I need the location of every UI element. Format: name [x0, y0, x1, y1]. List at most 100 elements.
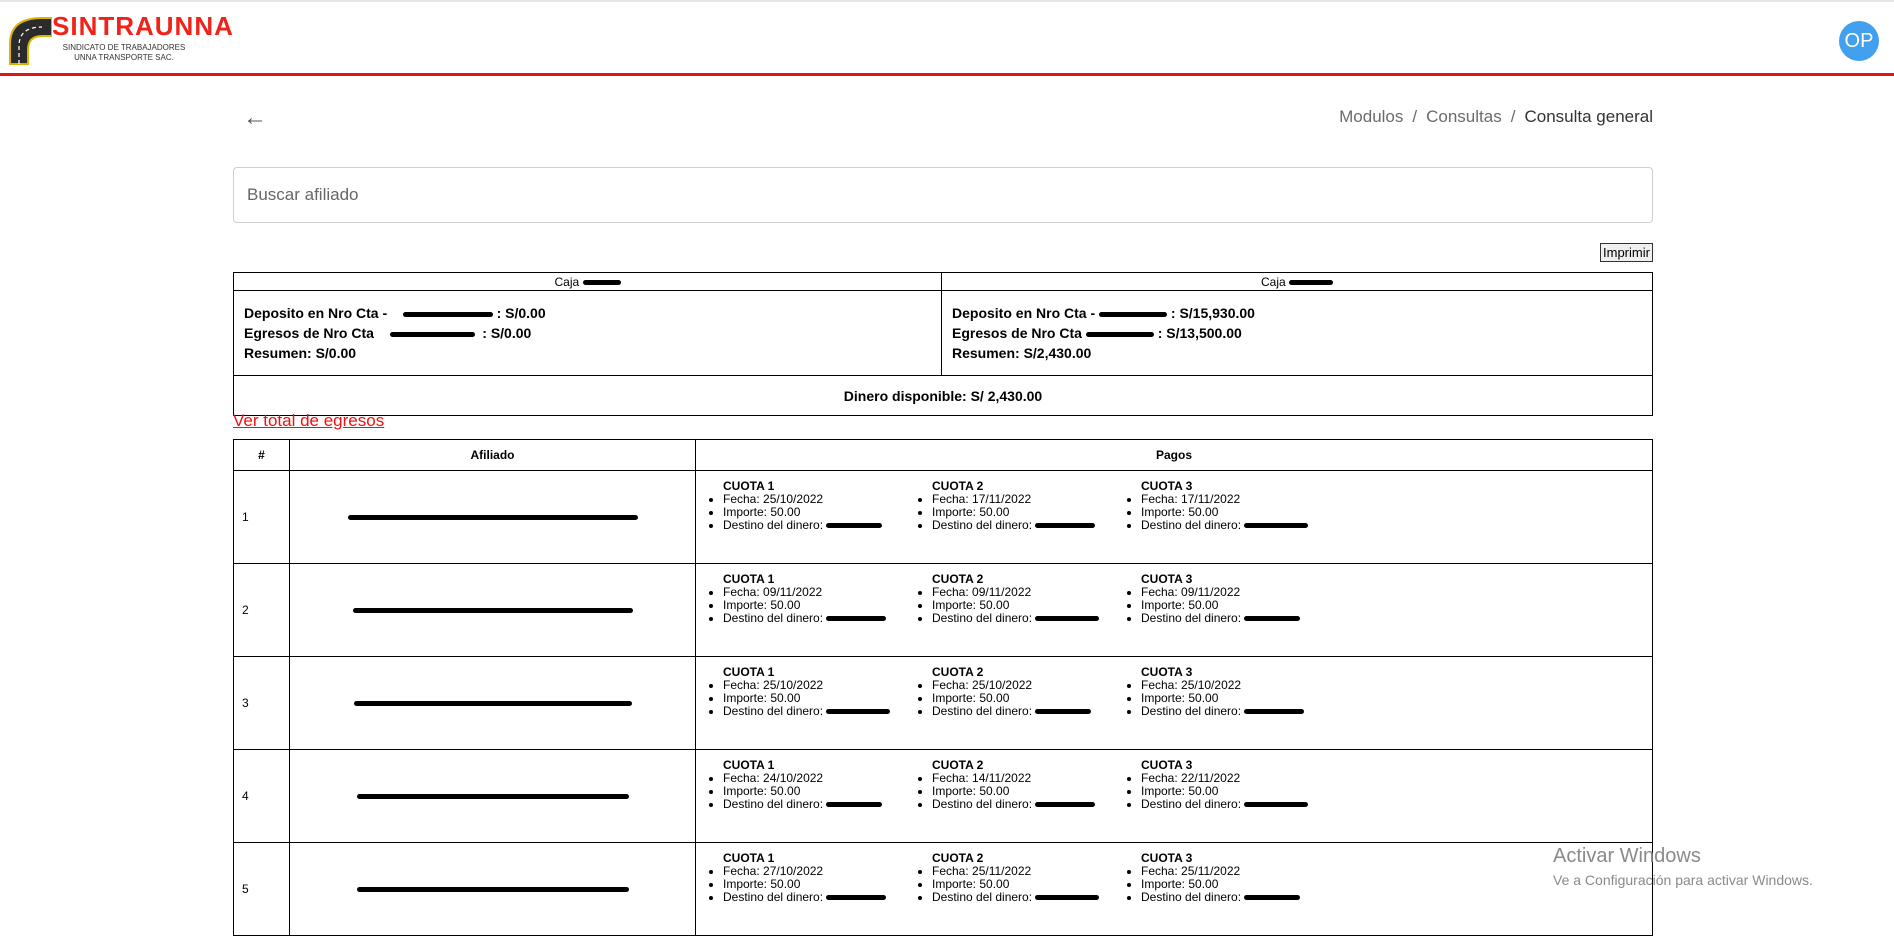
- cuota-title: CUOTA 1: [723, 851, 775, 865]
- cuota-block: CUOTA 2 Fecha: 25/11/2022 Importe: 50.00…: [917, 851, 1126, 904]
- cuota-block: CUOTA 2 Fecha: 14/11/2022 Importe: 50.00…: [917, 758, 1126, 811]
- caja-summary-table: Caja Caja Deposito en Nro Cta - : S/0.00…: [233, 272, 1653, 416]
- cuota-importe: Importe: 50.00: [723, 692, 917, 705]
- row-number: 5: [233, 842, 290, 936]
- table-row: 3 CUOTA 1 Fecha: 25/10/2022 Importe: 50.0…: [233, 656, 1653, 750]
- cuota-importe: Importe: 50.00: [723, 506, 917, 519]
- cuota-block: CUOTA 2 Fecha: 09/11/2022 Importe: 50.00…: [917, 572, 1126, 625]
- caja-detail: Deposito en Nro Cta - : S/15,930.00 Egre…: [941, 290, 1653, 376]
- breadcrumb-separator: /: [1412, 107, 1418, 126]
- table-row: 1 CUOTA 1 Fecha: 25/10/2022 Importe: 50.0…: [233, 470, 1653, 564]
- cuota-importe: Importe: 50.00: [1141, 599, 1335, 612]
- breadcrumb-modulos[interactable]: Modulos: [1339, 107, 1404, 126]
- road-logo-icon: [9, 17, 52, 65]
- ver-total-egresos-link[interactable]: Ver total de egresos: [233, 411, 385, 430]
- afiliado-cell: [289, 749, 696, 843]
- cuota-destino: Destino del dinero:: [1141, 891, 1335, 904]
- cuota-fecha: Fecha: 25/11/2022: [1141, 865, 1335, 878]
- afiliado-cell: [289, 470, 696, 564]
- cuota-destino: Destino del dinero:: [932, 519, 1126, 532]
- cuota-title: CUOTA 2: [932, 479, 984, 493]
- cuota-destino: Destino del dinero:: [932, 705, 1126, 718]
- cuota-fecha: Fecha: 27/10/2022: [723, 865, 917, 878]
- cuota-block: CUOTA 1 Fecha: 27/10/2022 Importe: 50.00…: [708, 851, 917, 904]
- cuota-block: CUOTA 3 Fecha: 25/10/2022 Importe: 50.00…: [1126, 665, 1335, 718]
- afiliado-cell: [289, 563, 696, 657]
- col-header-pagos: Pagos: [695, 439, 1653, 471]
- col-header-num: #: [233, 439, 290, 471]
- cuota-fecha: Fecha: 25/11/2022: [932, 865, 1126, 878]
- cuota-title: CUOTA 1: [723, 479, 775, 493]
- cuota-fecha: Fecha: 25/10/2022: [932, 679, 1126, 692]
- pagos-cell: CUOTA 1 Fecha: 24/10/2022 Importe: 50.00…: [695, 749, 1653, 843]
- logo-subtitle: SINDICATO DE TRABAJADORES UNNA TRANSPORTE…: [62, 43, 186, 62]
- caja-detail: Deposito en Nro Cta - : S/0.00 Egresos d…: [233, 290, 942, 376]
- pagos-cell: CUOTA 1 Fecha: 09/11/2022 Importe: 50.00…: [695, 563, 1653, 657]
- table-row: 2 CUOTA 1 Fecha: 09/11/2022 Importe: 50.0…: [233, 563, 1653, 657]
- cuota-block: CUOTA 3 Fecha: 22/11/2022 Importe: 50.00…: [1126, 758, 1335, 811]
- cuota-importe: Importe: 50.00: [723, 599, 917, 612]
- cuota-title: CUOTA 2: [932, 572, 984, 586]
- row-number: 1: [233, 470, 290, 564]
- breadcrumb: Modulos / Consultas / Consulta general: [1339, 107, 1653, 127]
- search-afiliado-input[interactable]: [233, 167, 1653, 223]
- cuota-title: CUOTA 1: [723, 665, 775, 679]
- cuota-importe: Importe: 50.00: [723, 785, 917, 798]
- cuota-block: CUOTA 2 Fecha: 17/11/2022 Importe: 50.00…: [917, 479, 1126, 532]
- cuota-title: CUOTA 2: [932, 665, 984, 679]
- afiliado-cell: [289, 842, 696, 936]
- cuota-title: CUOTA 3: [1141, 665, 1193, 679]
- app-header: SINTRAUNNA SINDICATO DE TRABAJADORES UNNA…: [0, 2, 1894, 76]
- pagos-cell: CUOTA 1 Fecha: 25/10/2022 Importe: 50.00…: [695, 470, 1653, 564]
- pagos-cell: CUOTA 1 Fecha: 25/10/2022 Importe: 50.00…: [695, 656, 1653, 750]
- logo[interactable]: SINTRAUNNA SINDICATO DE TRABAJADORES UNNA…: [8, 12, 233, 68]
- row-number: 3: [233, 656, 290, 750]
- cuota-fecha: Fecha: 25/10/2022: [723, 679, 917, 692]
- cuota-importe: Importe: 50.00: [723, 878, 917, 891]
- cuota-block: CUOTA 1 Fecha: 25/10/2022 Importe: 50.00…: [708, 479, 917, 532]
- arrow-left-icon[interactable]: ←: [243, 104, 267, 131]
- cuota-importe: Importe: 50.00: [932, 599, 1126, 612]
- cuota-title: CUOTA 1: [723, 572, 775, 586]
- cuota-title: CUOTA 3: [1141, 851, 1193, 865]
- row-number: 2: [233, 563, 290, 657]
- cuota-destino: Destino del dinero:: [932, 612, 1126, 625]
- cuota-block: CUOTA 3 Fecha: 17/11/2022 Importe: 50.00…: [1126, 479, 1335, 532]
- cuota-importe: Importe: 50.00: [1141, 692, 1335, 705]
- cuota-destino: Destino del dinero:: [1141, 798, 1335, 811]
- cuota-destino: Destino del dinero:: [723, 705, 917, 718]
- pagos-cell: CUOTA 1 Fecha: 27/10/2022 Importe: 50.00…: [695, 842, 1653, 936]
- cuota-fecha: Fecha: 09/11/2022: [1141, 586, 1335, 599]
- cuota-importe: Importe: 50.00: [1141, 506, 1335, 519]
- table-row: 4 CUOTA 1 Fecha: 24/10/2022 Importe: 50.0…: [233, 749, 1653, 843]
- cuota-importe: Importe: 50.00: [932, 692, 1126, 705]
- cuota-block: CUOTA 1 Fecha: 09/11/2022 Importe: 50.00…: [708, 572, 917, 625]
- user-avatar[interactable]: OP: [1839, 21, 1879, 61]
- cuota-destino: Destino del dinero:: [723, 519, 917, 532]
- breadcrumb-consultas[interactable]: Consultas: [1426, 107, 1502, 126]
- cuota-importe: Importe: 50.00: [932, 785, 1126, 798]
- dinero-disponible: Dinero disponible: S/ 2,430.00: [233, 375, 1653, 416]
- afiliado-cell: [289, 656, 696, 750]
- breadcrumb-separator: /: [1510, 107, 1516, 126]
- cuota-destino: Destino del dinero:: [1141, 705, 1335, 718]
- cuota-fecha: Fecha: 17/11/2022: [932, 493, 1126, 506]
- breadcrumb-current: Consulta general: [1524, 107, 1653, 126]
- cuota-block: CUOTA 3 Fecha: 09/11/2022 Importe: 50.00…: [1126, 572, 1335, 625]
- logo-title: SINTRAUNNA: [52, 11, 234, 41]
- cuota-destino: Destino del dinero:: [723, 891, 917, 904]
- cuota-fecha: Fecha: 22/11/2022: [1141, 772, 1335, 785]
- cuota-importe: Importe: 50.00: [932, 506, 1126, 519]
- cuota-fecha: Fecha: 09/11/2022: [932, 586, 1126, 599]
- cuota-title: CUOTA 3: [1141, 479, 1193, 493]
- cuota-destino: Destino del dinero:: [1141, 612, 1335, 625]
- print-button[interactable]: Imprimir: [1600, 243, 1653, 262]
- cuota-importe: Importe: 50.00: [932, 878, 1126, 891]
- cuota-destino: Destino del dinero:: [932, 798, 1126, 811]
- cuota-title: CUOTA 3: [1141, 572, 1193, 586]
- pagos-table: # Afiliado Pagos 1 CUOTA 1 Fecha: 25/10/2…: [233, 439, 1653, 936]
- cuota-importe: Importe: 50.00: [1141, 878, 1335, 891]
- cuota-block: CUOTA 3 Fecha: 25/11/2022 Importe: 50.00…: [1126, 851, 1335, 904]
- row-number: 4: [233, 749, 290, 843]
- table-row: 5 CUOTA 1 Fecha: 27/10/2022 Importe: 50.0…: [233, 842, 1653, 936]
